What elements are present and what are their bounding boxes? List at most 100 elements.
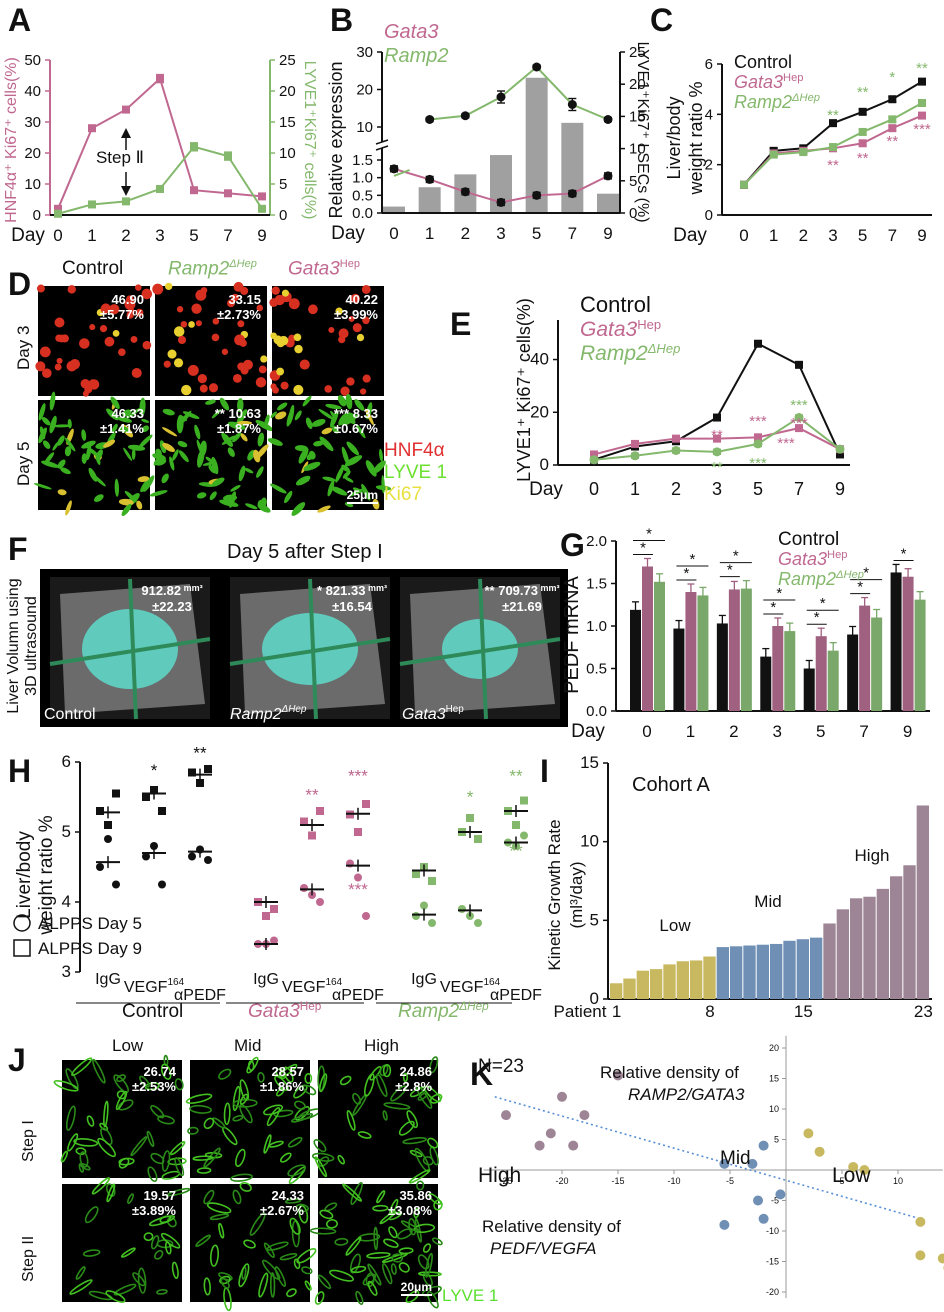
y-tick-label: 0.5 <box>352 187 373 204</box>
lsec-cell <box>211 409 222 419</box>
data-point <box>590 450 598 459</box>
bar <box>803 668 815 711</box>
x-axis-label: Day <box>11 225 45 246</box>
lyve1-signal <box>257 1071 265 1083</box>
panel-f-title: Day 5 after Step I <box>227 541 383 563</box>
y-tick-label: 5 <box>774 1135 779 1145</box>
cell-nucleus <box>231 293 239 302</box>
lyve1-signal <box>367 1280 378 1296</box>
sig-marker: ** <box>305 786 319 805</box>
cell-nucleus <box>130 335 138 343</box>
y-axis-label-left: Relative expression <box>326 61 346 218</box>
lyve1-signal <box>268 1140 284 1148</box>
lyve1-signal <box>206 1202 232 1214</box>
y-axis-label: (ml³/day) <box>567 861 586 928</box>
lsec-cell <box>230 484 241 492</box>
data-point <box>888 115 897 124</box>
chart-c: 0 2 4 6 0 1 2 3 5 7 9 Day Liver/body weight ratio % Co… <box>664 52 932 246</box>
y-tick-label: 20 <box>279 83 296 100</box>
sig-marker: *** <box>749 455 767 472</box>
lyve1-signal <box>429 1056 439 1074</box>
y-tick-label: 1.5 <box>352 152 373 169</box>
lyve1-signal <box>345 1236 362 1256</box>
lsec-cell <box>141 425 149 433</box>
lsec-cell <box>327 480 335 497</box>
panel-j: J Low Mid High Step I Step II 26.74 ±2.53… <box>0 1030 498 1312</box>
data-point-day5 <box>142 852 150 861</box>
sig-marker: ** <box>711 427 723 444</box>
quant-sem: ±3.89% <box>132 1203 176 1218</box>
lyve1-signal <box>391 1253 404 1263</box>
cell-nucleus <box>299 359 310 370</box>
data-point-day5 <box>474 919 482 927</box>
group-label-control: Control <box>122 1001 183 1022</box>
cell-nucleus <box>234 334 245 346</box>
lyve1-signal <box>284 1198 302 1204</box>
lyve1-signal <box>429 1146 439 1166</box>
point-low <box>937 1253 944 1264</box>
legend-day5: ALPPS Day 5 <box>38 914 142 933</box>
lsec-cell <box>342 470 351 479</box>
lyve1-signal <box>212 1117 226 1129</box>
data-point <box>799 148 808 157</box>
lsec-cell <box>211 477 225 487</box>
lsec-cell <box>303 461 321 471</box>
cell-nucleus <box>187 364 199 376</box>
micrograph: 33.15 ±2.73% <box>152 281 268 396</box>
lyve1-signal <box>366 1251 391 1259</box>
lsec-cell <box>177 440 188 448</box>
cell-nucleus <box>126 311 134 319</box>
lsec-cell <box>117 416 132 423</box>
quant-mean: 19.57 <box>143 1188 176 1203</box>
data-point <box>918 77 926 86</box>
y-tick-label: 0 <box>33 207 41 224</box>
bar <box>673 628 685 711</box>
lsec-cell <box>270 411 277 418</box>
lyve1-signal <box>276 1087 285 1097</box>
data-point-day5 <box>316 898 324 906</box>
data-point <box>258 204 266 213</box>
treatment-label: IgG <box>253 971 279 988</box>
data-point-day9 <box>262 912 270 920</box>
panel-label: D <box>8 266 32 302</box>
lyve1-signal <box>230 1173 253 1182</box>
series-ramp2 <box>429 65 609 121</box>
data-point-day9 <box>354 828 362 836</box>
lyve1-signal <box>232 1085 241 1112</box>
x-tick-label: 1 <box>425 224 434 243</box>
lsec-cell <box>161 473 169 484</box>
lsec-cell <box>57 489 67 496</box>
cell-nucleus <box>54 317 65 328</box>
quant-mean: 26.74 <box>143 1064 176 1079</box>
data-point-day5 <box>96 863 104 871</box>
lyve1-signal <box>319 1073 328 1093</box>
cell-nucleus <box>362 374 371 383</box>
lsec-cell <box>379 448 383 462</box>
data-point-day9 <box>204 765 212 773</box>
sample-name: Gata3Hep <box>402 704 464 723</box>
lyve1-signal <box>137 1267 147 1294</box>
cell-nucleus <box>181 384 192 396</box>
y-tick-label: 1.5 <box>586 576 607 593</box>
x-tick-label: 9 <box>603 224 612 243</box>
data-point <box>224 189 232 198</box>
bar-patient <box>916 805 929 999</box>
data-point <box>918 111 926 120</box>
data-point-day5 <box>420 901 428 910</box>
sig-marker: ** <box>711 459 723 476</box>
data-point <box>532 62 542 72</box>
data-point-day9 <box>196 779 204 787</box>
quant-sem: ±2.67% <box>260 1203 304 1218</box>
cell-nucleus <box>39 346 51 358</box>
lyve1-signal <box>286 1288 297 1298</box>
quant-mean: 46.33 <box>111 406 144 421</box>
cell-nucleus <box>212 317 220 325</box>
quant-sem: ±2.73% <box>217 307 261 322</box>
lyve1-signal <box>314 1156 328 1178</box>
section-plane <box>49 637 211 666</box>
lyve1-signal <box>71 1057 93 1077</box>
scale-bar: 25μm <box>346 488 378 504</box>
data-point-day5 <box>428 919 436 927</box>
lsec-cell <box>345 393 353 410</box>
